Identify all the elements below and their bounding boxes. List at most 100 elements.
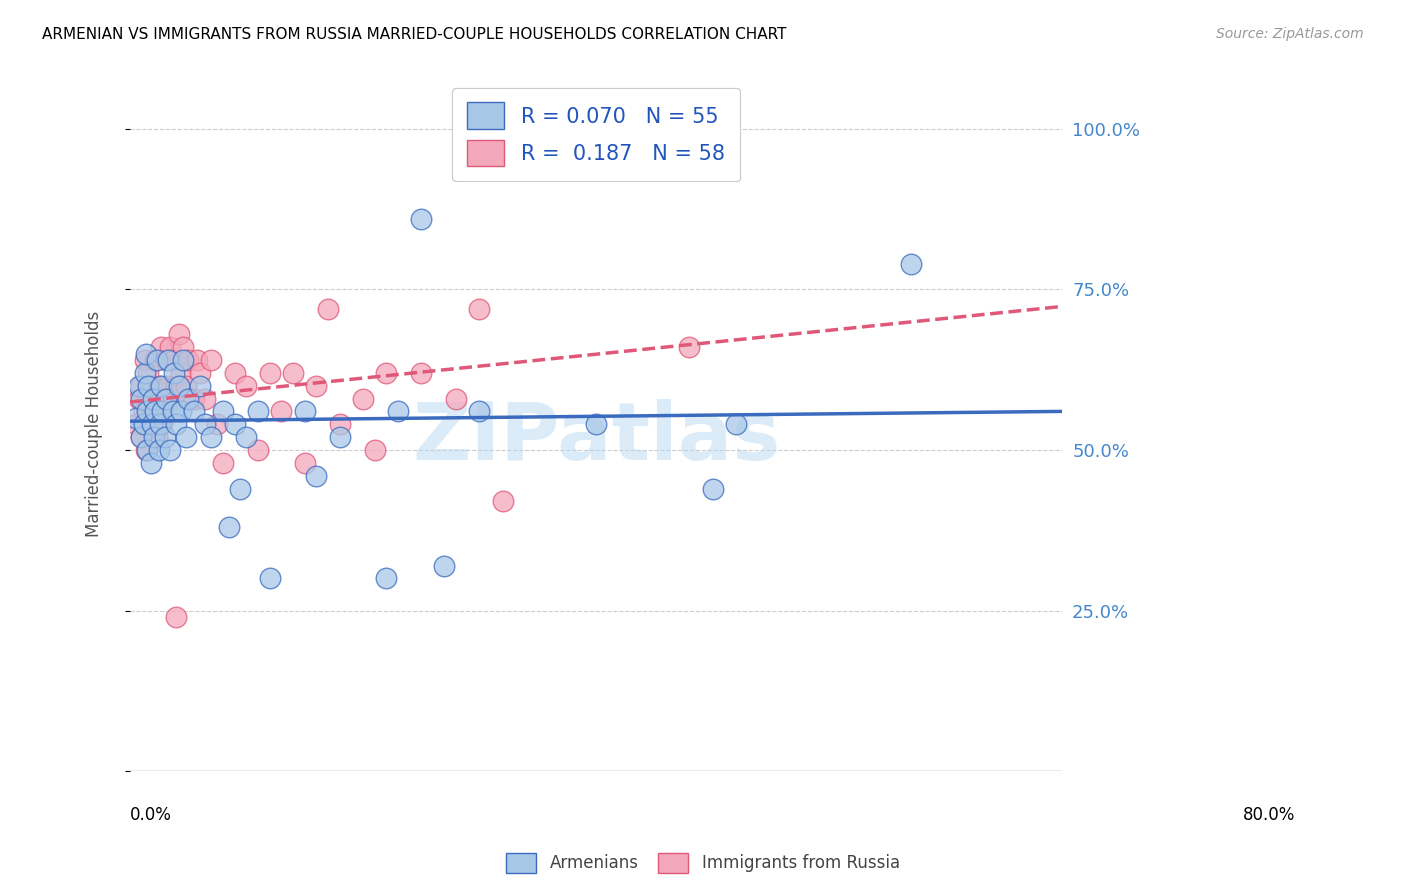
Point [149,417,172,432]
Point [131,392,153,406]
Point [433,558,456,573]
Point [218,520,240,534]
Point [136,404,159,418]
Point [170,404,193,418]
Point [224,417,246,432]
Point [141,417,163,432]
Point [492,494,515,508]
Point [136,392,159,406]
Point [186,353,208,368]
Point [159,442,181,457]
Point [259,571,281,585]
Point [132,404,155,418]
Point [131,430,153,444]
Point [157,378,180,392]
Text: ARMENIAN VS IMMIGRANTS FROM RUSSIA MARRIED-COUPLE HOUSEHOLDS CORRELATION CHART: ARMENIAN VS IMMIGRANTS FROM RUSSIA MARRI… [42,27,787,42]
Point [145,353,167,368]
Point [246,404,269,418]
Point [143,353,166,368]
Point [143,392,166,406]
Point [205,417,228,432]
Point [387,404,409,418]
Point [224,366,246,380]
Point [155,353,177,368]
Point [153,430,176,444]
Point [411,366,433,380]
Point [363,442,385,457]
Point [183,404,205,418]
Point [281,366,304,380]
Point [724,417,747,432]
Point [270,404,292,418]
Point [305,378,328,392]
Point [328,417,350,432]
Point [159,340,181,354]
Point [150,404,173,418]
Point [135,346,157,360]
Point [468,404,491,418]
Point [128,378,150,392]
Point [141,378,163,392]
Point [124,410,146,425]
Point [444,392,467,406]
Point [328,430,350,444]
Point [194,392,217,406]
Point [163,366,186,380]
Point [235,378,257,392]
Text: 0.0%: 0.0% [129,805,172,824]
Point [294,456,316,470]
Legend: Armenians, Immigrants from Russia: Armenians, Immigrants from Russia [499,847,907,880]
Y-axis label: Married-couple Households: Married-couple Households [86,311,103,537]
Point [468,301,491,316]
Point [148,404,170,418]
Point [139,404,162,418]
Point [143,404,166,418]
Point [131,430,153,444]
Point [212,456,235,470]
Point [136,442,159,457]
Point [135,442,157,457]
Point [165,417,187,432]
Point [200,353,222,368]
Point [457,135,479,149]
Point [194,417,217,432]
Point [411,211,433,226]
Point [678,340,700,354]
Text: 80.0%: 80.0% [1243,805,1295,824]
Point [139,456,162,470]
Point [165,610,187,624]
Point [167,327,190,342]
Point [165,378,187,392]
Point [259,366,281,380]
Point [375,571,398,585]
Point [134,353,156,368]
Point [132,417,155,432]
Point [235,430,257,444]
Point [352,392,374,406]
Point [162,404,184,418]
Point [150,378,173,392]
Point [167,378,190,392]
Point [174,430,197,444]
Point [148,442,170,457]
Point [163,353,186,368]
Point [128,392,150,406]
Point [172,353,194,368]
Point [134,366,156,380]
Point [157,353,180,368]
Point [229,482,252,496]
Point [142,392,165,406]
Point [138,378,160,392]
Text: ZIPatlas: ZIPatlas [412,399,780,477]
Point [155,392,177,406]
Point [131,378,153,392]
Point [188,378,211,392]
Point [294,404,316,418]
Point [153,392,176,406]
Point [212,404,235,418]
Point [149,378,172,392]
Point [316,301,339,316]
Point [162,392,184,406]
Point [305,468,328,483]
Point [145,430,167,444]
